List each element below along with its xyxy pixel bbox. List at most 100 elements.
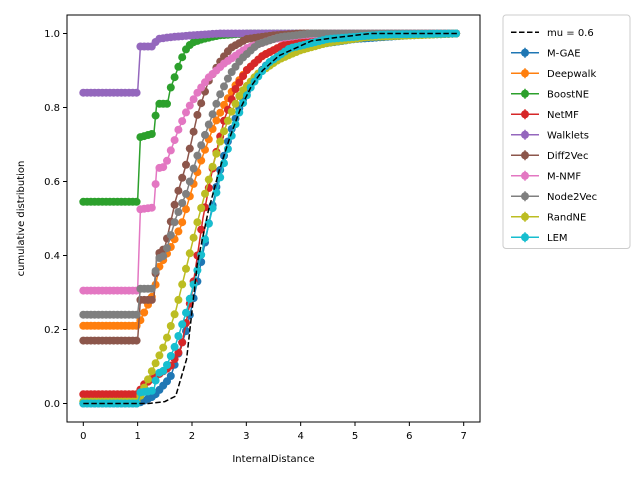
data-point [231, 99, 240, 108]
legend-label: mu = 0.6 [547, 28, 594, 39]
data-point [155, 351, 164, 360]
legend-handle-marker [521, 110, 529, 119]
legend-label: Walklets [547, 130, 589, 141]
data-point [174, 227, 183, 236]
data-point [174, 186, 183, 195]
data-point [201, 189, 209, 198]
data-point [182, 308, 190, 317]
data-point [151, 267, 160, 275]
data-point [178, 199, 187, 207]
data-point [163, 244, 171, 253]
data-point [220, 82, 228, 91]
data-point [174, 295, 183, 304]
data-point [223, 74, 232, 83]
data-point [212, 116, 221, 125]
data-point [178, 173, 187, 182]
data-point [178, 338, 187, 347]
data-point [132, 310, 141, 319]
data-point [227, 107, 236, 116]
data-point [216, 137, 225, 146]
data-point [197, 225, 206, 234]
data-point [193, 151, 202, 160]
data-point [170, 218, 179, 227]
y-tick-label: 0.8 [44, 103, 60, 114]
y-tick-label: 0.6 [44, 177, 60, 188]
x-tick-label: 6 [406, 431, 412, 442]
data-point [174, 332, 183, 340]
y-tick-label: 1.0 [44, 29, 60, 40]
data-point [147, 367, 156, 376]
legend-label: M-NMF [547, 171, 581, 182]
data-point [166, 372, 175, 380]
data-point [197, 99, 206, 108]
data-point [185, 177, 194, 186]
data-point [197, 204, 206, 212]
y-tick-label: 0.4 [44, 251, 60, 262]
data-point [163, 361, 171, 369]
data-point [170, 73, 179, 82]
data-point [223, 116, 232, 125]
legend-label: BoostNE [547, 89, 589, 100]
data-point [163, 156, 171, 165]
data-point [193, 266, 202, 275]
data-point [166, 352, 175, 360]
data-point [151, 376, 160, 385]
data-point [182, 264, 190, 273]
x-tick-label: 1 [134, 431, 140, 442]
data-point [151, 359, 160, 368]
x-tick-label: 2 [189, 431, 195, 442]
data-point [185, 249, 194, 258]
data-point [170, 342, 179, 351]
data-point [182, 189, 190, 198]
data-point [208, 110, 217, 119]
data-point [151, 111, 160, 120]
legend: mu = 0.6 M-GAE Deepwalk BoostNE NetMF Walklet… [502, 14, 631, 249]
data-point [189, 233, 198, 242]
y-axis-label: cumulative distribution [16, 161, 27, 277]
legend-label: Diff2Vec [547, 151, 588, 162]
data-point [174, 348, 183, 357]
data-point [189, 95, 198, 104]
data-point [170, 136, 179, 145]
y-tick-label: 0.2 [44, 325, 60, 336]
data-point [189, 164, 198, 173]
data-point [193, 110, 202, 119]
axes-frame [66, 14, 481, 423]
legend-handle-marker [521, 233, 529, 242]
data-point [239, 72, 248, 81]
data-point [159, 366, 168, 375]
data-point [178, 320, 187, 329]
data-point [220, 159, 228, 168]
legend-label: Deepwalk [547, 69, 596, 80]
data-point [132, 197, 141, 206]
data-point [204, 175, 213, 184]
data-point [132, 336, 141, 345]
data-point [182, 205, 190, 214]
data-point [170, 310, 179, 319]
data-point [235, 92, 244, 100]
legend-label: RandNE [547, 212, 586, 223]
data-point [208, 162, 217, 171]
data-point [182, 108, 190, 117]
data-point [216, 173, 225, 182]
data-point [212, 149, 221, 158]
legend-handle-marker [521, 48, 529, 57]
legend-handle-marker [521, 151, 529, 160]
data-point [178, 280, 187, 289]
data-point [159, 163, 168, 172]
x-tick-label: 3 [243, 431, 249, 442]
legend-label: LEM [547, 233, 568, 244]
y-tick-label: 0.0 [44, 399, 60, 410]
data-point [147, 386, 156, 395]
data-point [189, 127, 198, 136]
data-point [166, 231, 175, 240]
data-point [197, 141, 206, 150]
data-point [147, 203, 156, 212]
data-point [193, 218, 202, 227]
data-point [185, 144, 194, 153]
data-point [140, 308, 149, 317]
data-point [212, 99, 221, 108]
legend-label: M-GAE [547, 48, 581, 59]
data-point [223, 144, 232, 153]
x-axis: 0 1 2 3 4 5 6 7 [80, 422, 467, 442]
